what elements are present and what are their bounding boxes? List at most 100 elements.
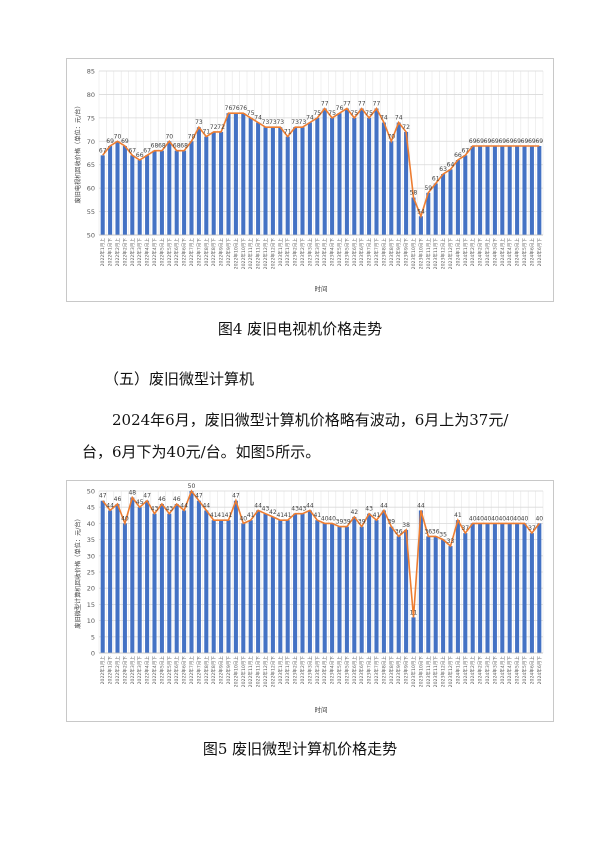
bar	[152, 513, 157, 653]
data-label: 40	[484, 515, 492, 522]
x-tick-label: 2024年4月上	[499, 238, 506, 267]
x-tick-label: 2022年1月下	[107, 656, 114, 685]
data-label: 40	[498, 515, 506, 522]
x-tick-label: 2023年10月上	[410, 656, 417, 688]
x-tick-label: 2022年12月上	[262, 656, 269, 688]
x-tick-label: 2023年8月下	[388, 656, 395, 685]
x-tick-label: 2023年10月下	[417, 238, 424, 270]
x-tick-label: 2024年2月上	[469, 656, 476, 685]
x-tick-label: 2023年5月下	[343, 238, 350, 267]
x-tick-label: 2022年9月下	[225, 238, 232, 267]
bar	[122, 523, 127, 653]
bar	[270, 516, 275, 653]
body-paragraph: 2024年6月，废旧微型计算机价格略有波动，6月上为37元/台，6月下为40元/…	[82, 411, 509, 461]
x-tick-label: 2022年4月上	[144, 238, 151, 267]
data-label: 41	[454, 512, 462, 519]
x-tick-label: 2022年11月上	[247, 656, 254, 688]
y-tick-label: 60	[87, 185, 95, 193]
bar	[537, 145, 542, 235]
x-tick-label: 2024年1月上	[454, 238, 461, 267]
bar	[396, 122, 401, 235]
bar	[233, 500, 238, 653]
bar	[330, 117, 335, 235]
x-tick-label: 2024年6月上	[528, 238, 535, 267]
bar	[322, 108, 327, 235]
y-tick-label: 40	[87, 520, 95, 528]
x-tick-label: 2023年12月下	[447, 656, 454, 688]
bar	[293, 127, 298, 235]
x-tick-label: 2022年7月上	[188, 656, 195, 685]
x-tick-label: 2022年9月上	[218, 656, 225, 685]
x-tick-label: 2023年11月上	[425, 238, 432, 270]
data-label: 40	[535, 515, 543, 522]
bar	[433, 183, 438, 235]
data-label: 39	[336, 519, 344, 526]
data-label: 70	[188, 133, 196, 140]
x-tick-label: 2022年5月上	[158, 656, 165, 685]
data-label: 77	[373, 100, 381, 107]
bar	[441, 539, 446, 653]
data-label: 40	[469, 515, 477, 522]
y-tick-label: 70	[87, 138, 95, 146]
bar	[204, 510, 209, 653]
x-tick-label: 2022年9月下	[225, 656, 232, 685]
data-label: 68	[180, 143, 188, 150]
bar	[248, 520, 253, 653]
data-label: 66	[454, 152, 462, 159]
bar	[478, 145, 483, 235]
bar	[367, 117, 372, 235]
x-tick-label: 2023年1月下	[284, 238, 291, 267]
bar	[492, 145, 497, 235]
x-tick-label: 2023年4月上	[321, 238, 328, 267]
bar	[322, 523, 327, 653]
x-tick-label: 2022年10月上	[232, 656, 239, 688]
bar	[226, 520, 231, 653]
data-label: 67	[461, 147, 469, 154]
data-label: 69	[121, 138, 129, 145]
bar	[167, 513, 172, 653]
bar	[182, 510, 187, 653]
x-tick-label: 2022年2月下	[121, 238, 128, 267]
computer-price-chart-svg: 0510152025303540455047444640484547434643…	[74, 483, 544, 714]
bar	[374, 108, 379, 235]
x-tick-label: 2023年5月上	[336, 238, 343, 267]
bar	[337, 526, 342, 653]
data-label: 43	[365, 506, 373, 513]
x-tick-label: 2023年3月上	[306, 238, 313, 267]
data-label: 47	[232, 493, 240, 500]
data-label: 69	[506, 138, 514, 145]
x-tick-label: 2023年4月下	[329, 656, 336, 685]
y-tick-label: 30	[87, 552, 95, 560]
bar	[159, 150, 164, 235]
bar	[344, 526, 349, 653]
x-tick-label: 2022年7月上	[188, 238, 195, 267]
bar	[315, 520, 320, 653]
x-tick-label: 2022年11月下	[255, 656, 262, 688]
bar	[196, 127, 201, 235]
x-tick-label: 2024年5月下	[521, 656, 528, 685]
data-label: 66	[136, 152, 144, 159]
data-label: 72	[217, 124, 225, 131]
bar	[478, 523, 483, 653]
data-label: 69	[491, 138, 499, 145]
x-tick-label: 2022年3月上	[129, 656, 136, 685]
x-tick-label: 2024年3月上	[484, 238, 491, 267]
x-tick-label: 2023年9月上	[395, 656, 402, 685]
bar	[515, 145, 520, 235]
data-label: 67	[99, 147, 107, 154]
bar	[263, 513, 268, 653]
data-label: 58	[410, 190, 418, 197]
bar	[448, 169, 453, 235]
data-label: 68	[158, 143, 166, 150]
bar	[278, 520, 283, 653]
x-tick-label: 2023年6月下	[358, 656, 365, 685]
data-label: 40	[239, 515, 247, 522]
bar	[122, 145, 127, 235]
x-tick-label: 2023年11月下	[432, 656, 439, 688]
bar	[130, 155, 135, 235]
bar	[307, 510, 312, 653]
bar	[108, 510, 113, 653]
x-tick-label: 2022年5月下	[166, 238, 173, 267]
bar	[337, 113, 342, 235]
